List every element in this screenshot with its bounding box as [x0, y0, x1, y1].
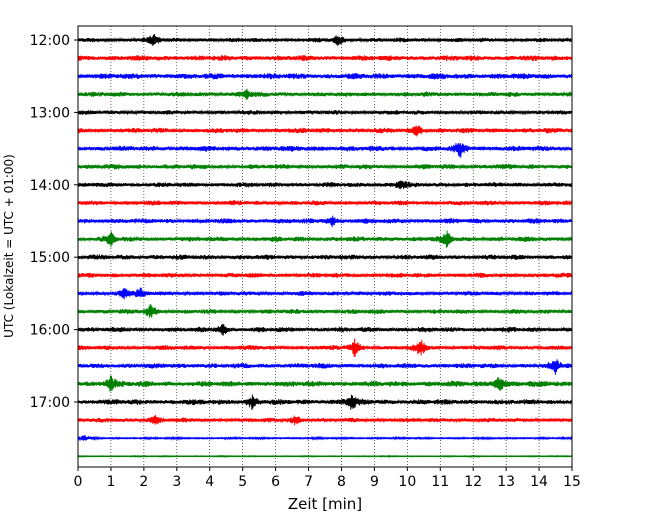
x-tick-label: 10 — [398, 474, 416, 490]
x-tick-label: 6 — [271, 474, 280, 490]
y-tick-label: 13:00 — [30, 105, 70, 121]
x-axis-label: Zeit [min] — [288, 495, 362, 513]
x-tick-label: 15 — [563, 474, 581, 490]
y-axis-ticks: 12:00 13:00 14:00 15:00 16:00 17:00 — [30, 33, 78, 411]
x-tick-label: 4 — [205, 474, 214, 490]
x-tick-label: 8 — [337, 474, 346, 490]
y-tick-label: 12:00 — [30, 33, 70, 49]
x-tick-label: 5 — [238, 474, 247, 490]
x-tick-label: 1 — [106, 474, 115, 490]
y-tick-label: 14:00 — [30, 178, 70, 194]
x-tick-label: 2 — [139, 474, 148, 490]
y-tick-label: 16:00 — [30, 323, 70, 339]
x-tick-label: 14 — [530, 474, 548, 490]
y-tick-label: 15:00 — [30, 250, 70, 266]
seismic-traces — [77, 33, 573, 459]
x-tick-label: 0 — [74, 474, 83, 490]
y-tick-label: 17:00 — [30, 395, 70, 411]
x-axis-ticks: 0 1 2 3 4 5 6 7 8 9 10 11 12 13 14 15 — [74, 467, 581, 490]
x-tick-label: 13 — [497, 474, 515, 490]
x-tick-label: 3 — [172, 474, 181, 490]
x-tick-label: 9 — [370, 474, 379, 490]
x-tick-label: 11 — [431, 474, 449, 490]
y-axis-label: UTC (Lokalzeit = UTC + 01:00) — [2, 154, 16, 338]
x-tick-label: 12 — [464, 474, 482, 490]
plot-frame — [77, 25, 573, 468]
x-tick-label: 7 — [304, 474, 313, 490]
